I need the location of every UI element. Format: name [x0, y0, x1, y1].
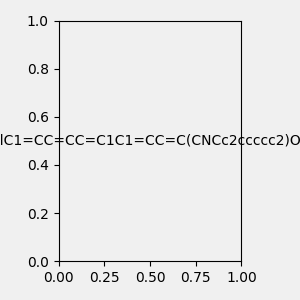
Text: ClC1=CC=CC=C1C1=CC=C(CNCc2ccccc2)O1: ClC1=CC=CC=C1C1=CC=C(CNCc2ccccc2)O1 — [0, 134, 300, 148]
